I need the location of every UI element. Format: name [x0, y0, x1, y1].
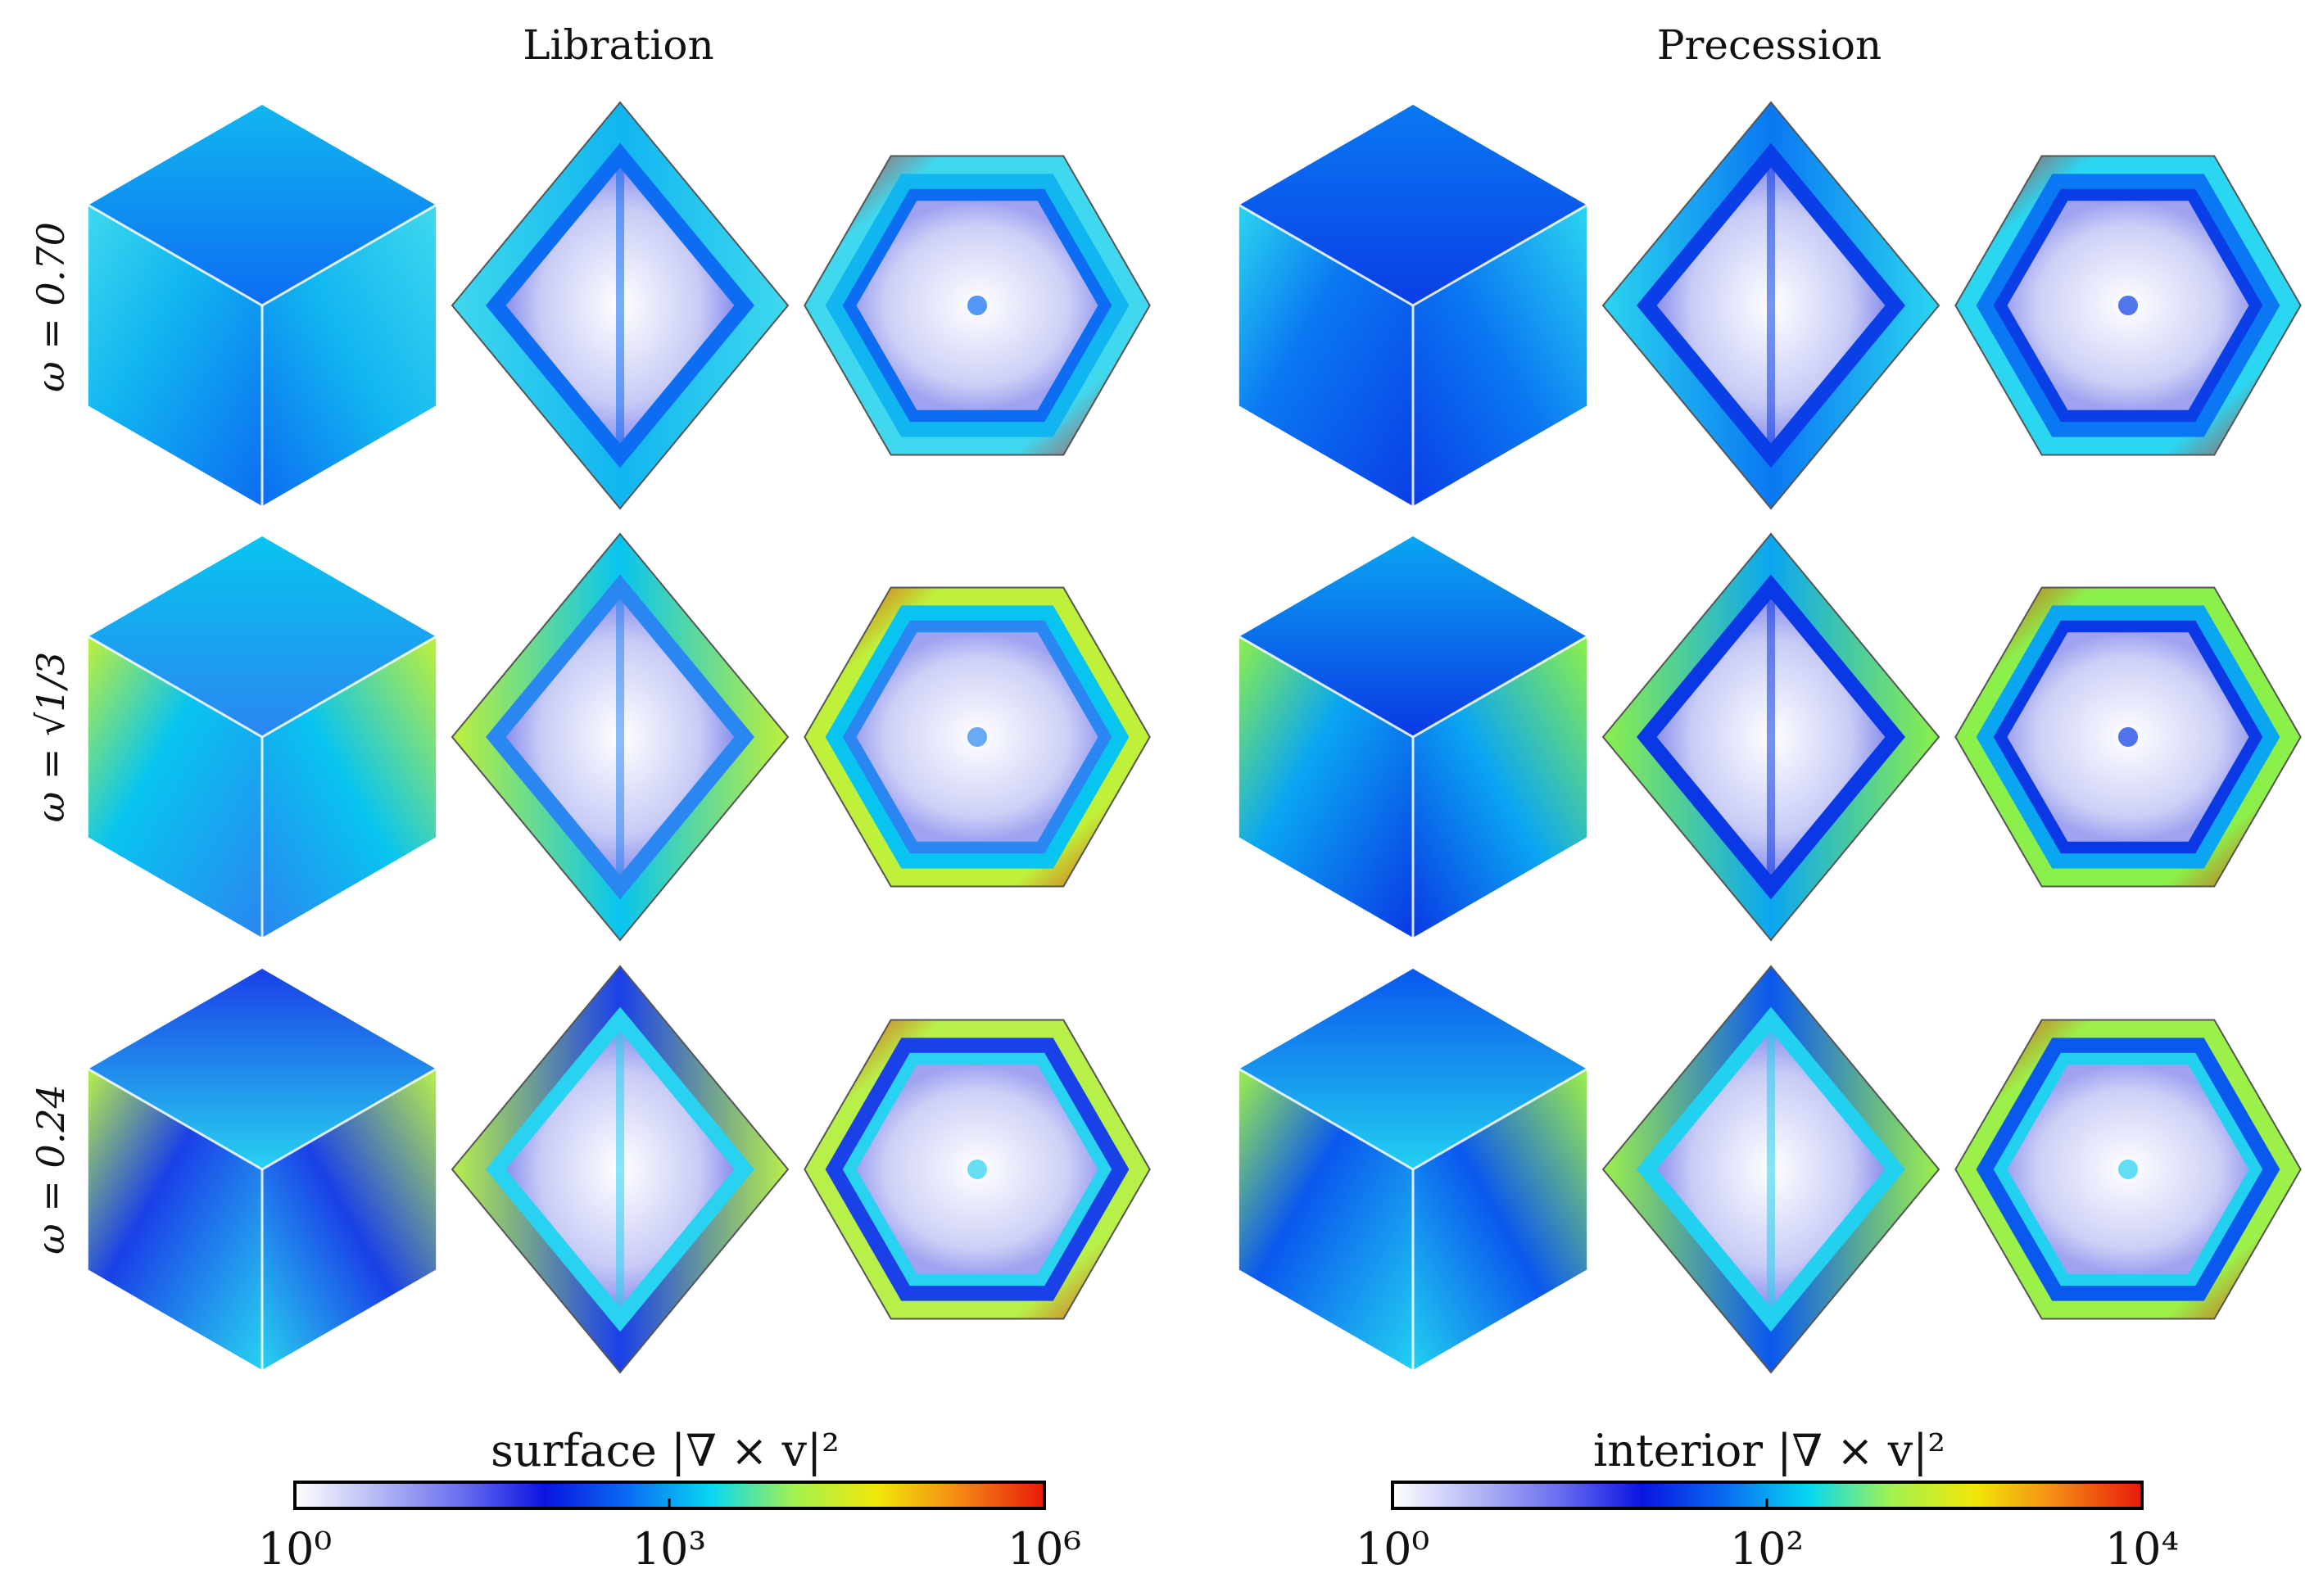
- colorbar-surface-tick-2: 10⁶: [1008, 1523, 1081, 1575]
- libration-row3-cube-surface: [88, 969, 437, 1370]
- libration-row2-cube-surface-left-face: [88, 636, 262, 938]
- libration-row2-hexagon-section-center-spot: [967, 727, 987, 747]
- precession-row1-cube-surface: [1239, 105, 1587, 506]
- libration-row2-cube-surface: [88, 536, 437, 938]
- precession-row3-cube-surface: [1239, 969, 1587, 1370]
- row-label-omega-024: ω = 0.24: [29, 1084, 73, 1255]
- colorbar-interior-tick-0: 10⁰: [1356, 1523, 1429, 1575]
- libration-row2-cube-surface-right-face: [262, 636, 437, 938]
- panel-grid: [88, 101, 2302, 1374]
- precession-row1-hexagon-section-center-spot: [2118, 296, 2138, 315]
- libration-row3-cube-surface-left-face: [88, 1069, 262, 1370]
- colorbar-interior-tick-2: 10⁴: [2105, 1523, 2179, 1575]
- libration-row1-cube-surface: [88, 105, 437, 506]
- precession-row1-hexagon-section: [1954, 155, 2302, 456]
- libration-row3-hexagon-section-center-spot: [967, 1160, 987, 1179]
- row-label-omega-sqrt-third: ω = √1/3: [29, 652, 73, 823]
- libration-row1-hexagon-section-border: [804, 155, 1151, 456]
- colorbar-interior-tick-1: 10²: [1730, 1523, 1804, 1575]
- column-title-precession: Precession: [1657, 21, 1882, 69]
- libration-row3-hexagon-section-border: [804, 1019, 1151, 1320]
- libration-row2-diamond-section: [451, 532, 790, 942]
- libration-row2-hexagon-section-border: [804, 586, 1151, 888]
- colorbar-surface: surface |∇ × v|² 10⁰ 10³ 10⁶: [258, 1425, 1081, 1575]
- precession-row3-diamond-section-border: [1601, 965, 1940, 1374]
- libration-row3-diamond-section: [451, 965, 790, 1374]
- colorbar-surface-tick-0: 10⁰: [258, 1523, 332, 1575]
- precession-row2-hexagon-section-center-spot: [2118, 727, 2138, 747]
- colorbar-interior: interior |∇ × v|² 10⁰ 10² 10⁴: [1356, 1425, 2179, 1575]
- precession-row2-hexagon-section: [1954, 586, 2302, 888]
- colorbar-surface-tick-1: 10³: [632, 1523, 706, 1575]
- precession-row3-hexagon-section-border: [1954, 1019, 2302, 1320]
- libration-row3-diamond-section-border: [451, 965, 790, 1374]
- row-label-omega-070: ω = 0.70: [29, 222, 73, 392]
- libration-row2-hexagon-section: [804, 586, 1151, 888]
- libration-row3-hexagon-section: [804, 1019, 1151, 1320]
- precession-row1-diamond-section: [1601, 101, 1940, 510]
- precession-row2-cube-surface: [1239, 536, 1587, 938]
- column-title-libration: Libration: [523, 21, 713, 69]
- precession-row2-diamond-section-border: [1601, 532, 1940, 942]
- precession-row1-diamond-section-border: [1601, 101, 1940, 510]
- precession-row3-hexagon-section-center-spot: [2118, 1160, 2138, 1179]
- libration-row1-cube-surface-left-face: [88, 205, 262, 506]
- libration-row1-hexagon-section-center-spot: [967, 296, 987, 315]
- precession-row2-diamond-section: [1601, 532, 1940, 942]
- colorbar-surface-title: surface |∇ × v|²: [491, 1425, 840, 1476]
- precession-row3-hexagon-section: [1954, 1019, 2302, 1320]
- libration-row1-diamond-section: [451, 101, 790, 510]
- libration-row1-diamond-section-border: [451, 101, 790, 510]
- precession-row1-hexagon-section-border: [1954, 155, 2302, 456]
- libration-row3-cube-surface-right-face: [262, 1069, 437, 1370]
- libration-row1-hexagon-section: [804, 155, 1151, 456]
- colorbar-interior-title: interior |∇ × v|²: [1593, 1425, 1945, 1476]
- precession-row2-hexagon-section-border: [1954, 586, 2302, 888]
- libration-row1-cube-surface-right-face: [262, 205, 437, 506]
- libration-row2-diamond-section-border: [451, 532, 790, 942]
- precession-row3-diamond-section: [1601, 965, 1940, 1374]
